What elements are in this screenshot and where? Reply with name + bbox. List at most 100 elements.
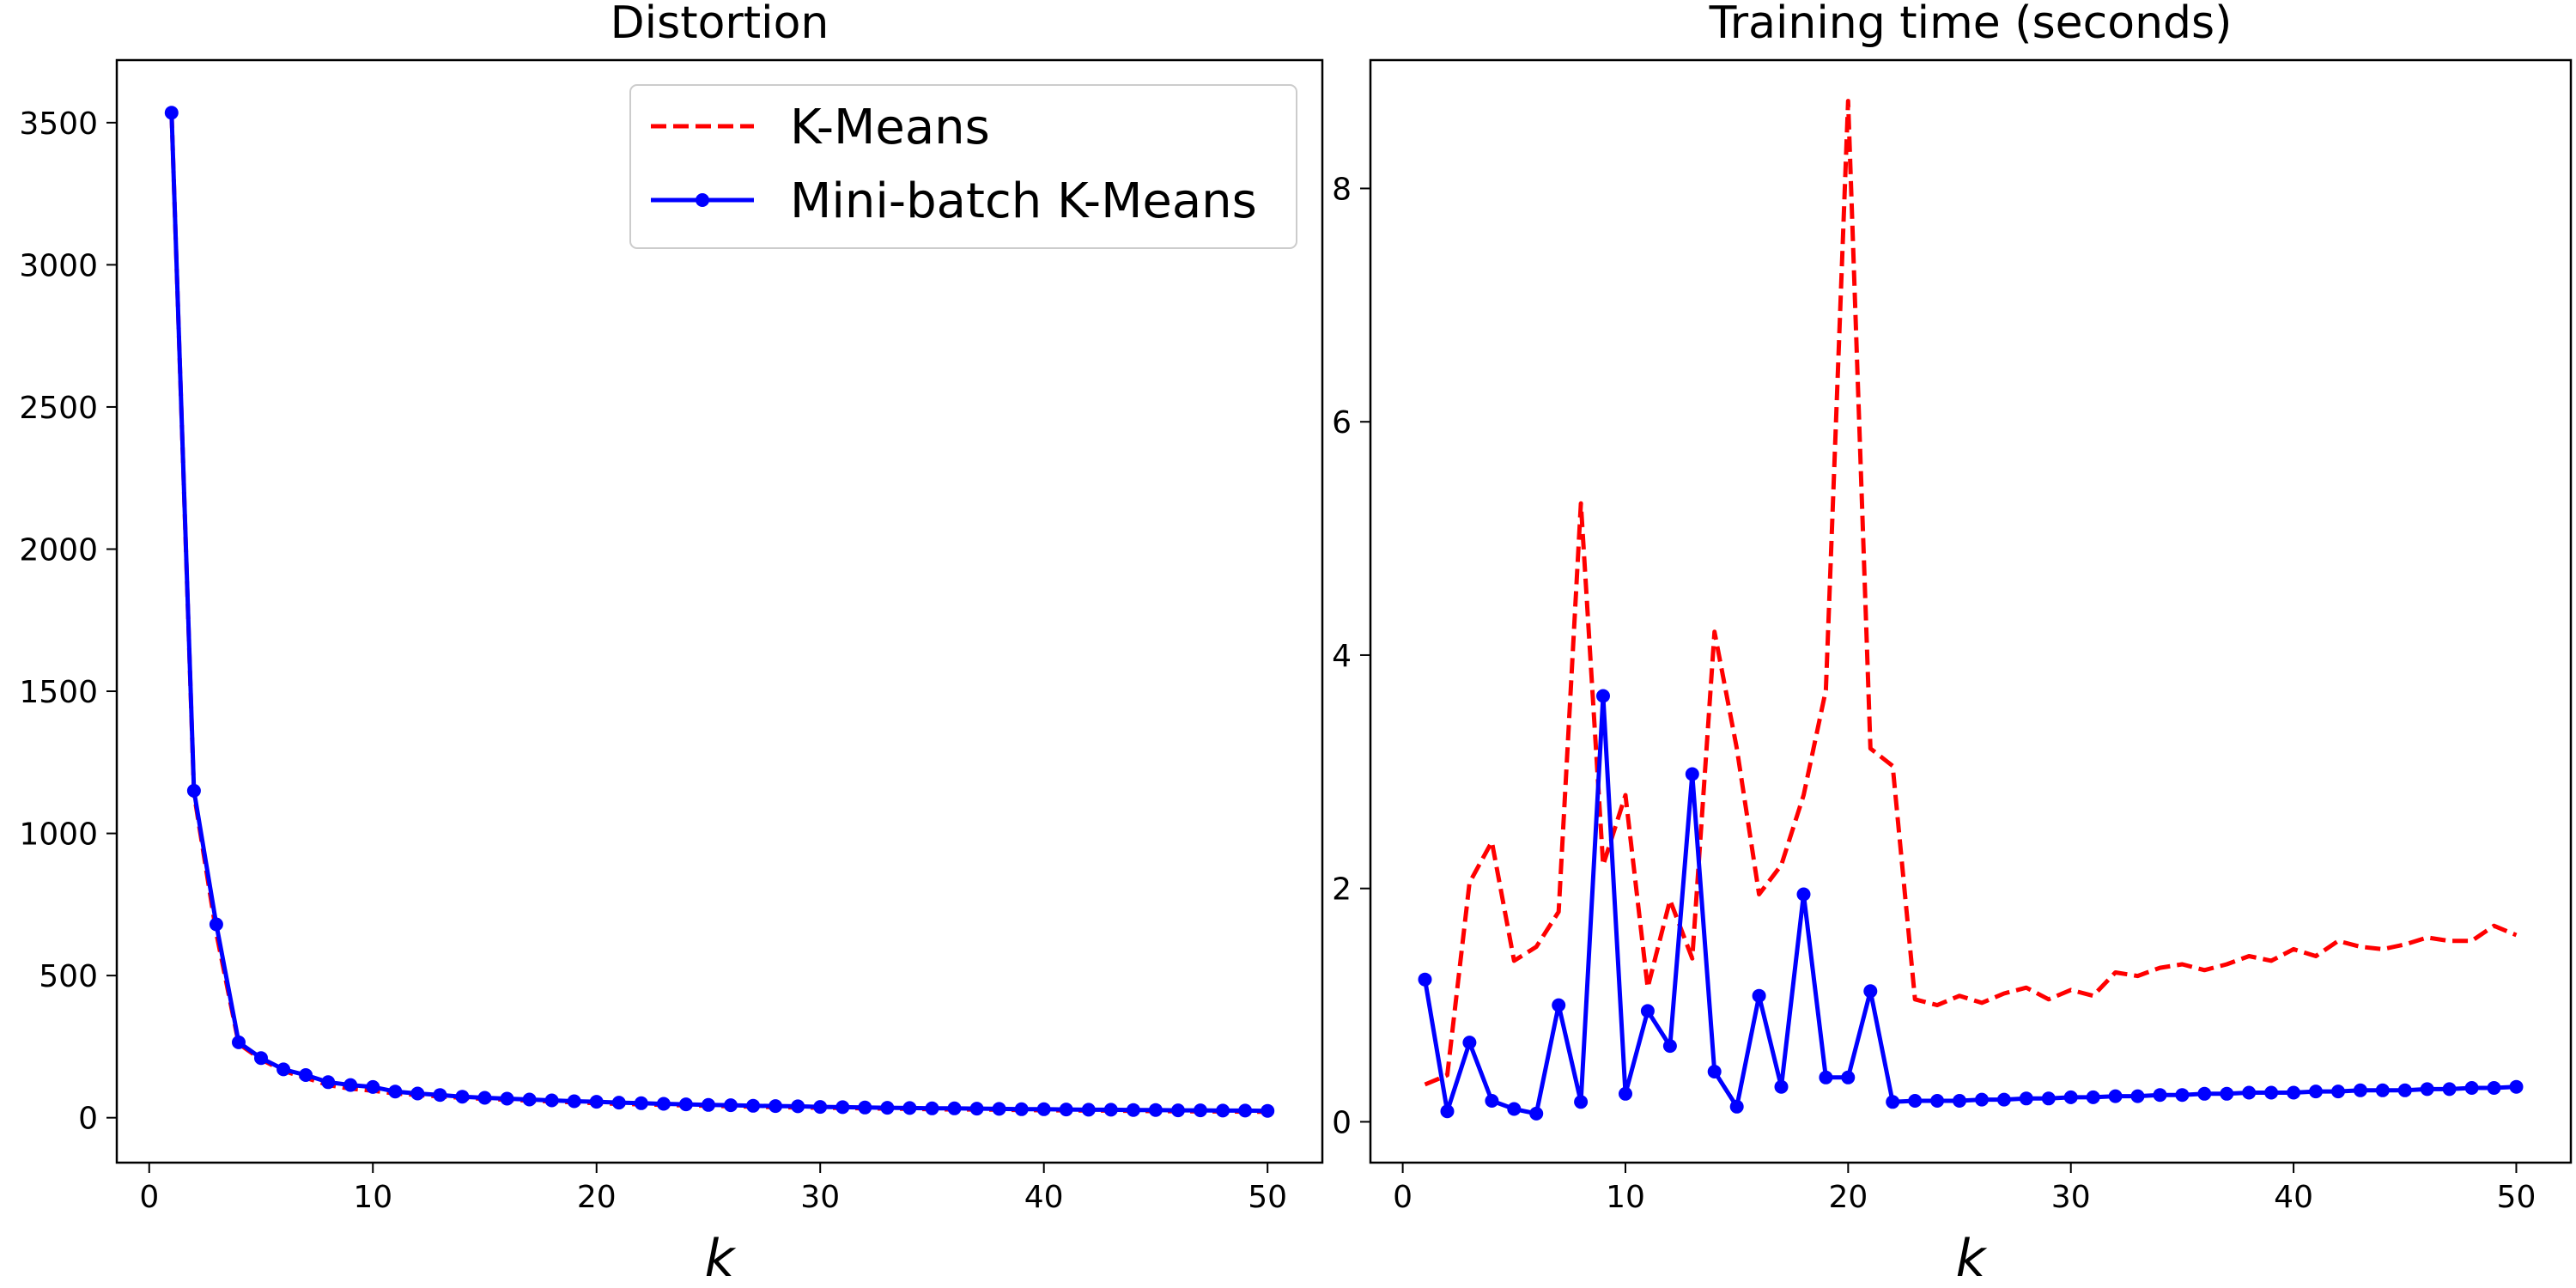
x-tick-label: 20 [577, 1180, 617, 1215]
data-point [2287, 1085, 2301, 1100]
data-point [880, 1101, 895, 1115]
y-tick-label: 3000 [19, 248, 98, 283]
data-point [1930, 1094, 1945, 1108]
chart-title: Distortion [611, 0, 829, 49]
data-point [1574, 1095, 1589, 1109]
data-point [1036, 1102, 1051, 1116]
data-point [969, 1102, 984, 1116]
data-point [1796, 887, 1811, 902]
data-point [544, 1093, 559, 1108]
data-point [388, 1084, 403, 1099]
data-point [1194, 1103, 1207, 1118]
data-point [1953, 1094, 1966, 1108]
data-point [2464, 1081, 2479, 1095]
data-point [1418, 972, 1432, 987]
data-point [1863, 984, 1878, 999]
data-point [589, 1095, 604, 1109]
chart-panel-1: 0 10 20 30 40 500500100015002000250030003500D… [19, 0, 1324, 1288]
data-point [2175, 1088, 2190, 1103]
y-tick-label: 0 [1332, 1105, 1352, 1140]
data-point [1529, 1106, 1544, 1121]
data-point [769, 1099, 783, 1114]
chart-panel-2: 0 10 20 30 40 50 0 2 4 6 8 Training time (seconds) k [1332, 0, 2573, 1288]
data-point [1126, 1103, 1140, 1117]
data-point [2375, 1083, 2390, 1097]
data-point [992, 1102, 1006, 1116]
data-point [678, 1097, 693, 1112]
x-axis-label: k [1956, 1229, 1988, 1288]
x-axis-label: k [705, 1229, 737, 1288]
x-tick-label: 20 [1828, 1180, 1868, 1215]
data-point [902, 1101, 917, 1115]
y-tick-label: 2 [1332, 872, 1352, 908]
data-point [1485, 1094, 1499, 1108]
axes-frame [115, 58, 1324, 1164]
data-point [746, 1098, 761, 1113]
data-point [2041, 1091, 2056, 1106]
y-tick-label: 2500 [19, 391, 98, 426]
data-point [1238, 1103, 1253, 1118]
data-point [477, 1091, 492, 1105]
data-point [2509, 1079, 2524, 1094]
data-point [656, 1097, 671, 1111]
y-tick-label: 3500 [19, 106, 98, 142]
series-line-kmeans [1424, 99, 2518, 1087]
legend-box [629, 84, 1297, 249]
data-point [1908, 1094, 1923, 1108]
data-point [186, 783, 201, 798]
legend-label: K-Means [790, 100, 990, 155]
data-point [1996, 1092, 2011, 1107]
data-point [567, 1094, 581, 1109]
data-point [1261, 1103, 1275, 1118]
data-point [724, 1098, 738, 1113]
data-point [2108, 1089, 2123, 1103]
data-point [164, 106, 179, 120]
data-point [209, 917, 223, 932]
data-point [1886, 1095, 1900, 1109]
chart-title: Training time (seconds) [1709, 0, 2233, 49]
legend-label: Mini-batch K-Means [790, 173, 1257, 229]
data-point [2130, 1089, 2145, 1103]
data-point [232, 1035, 246, 1049]
data-point [925, 1101, 939, 1115]
data-point [1440, 1104, 1455, 1119]
data-point [321, 1075, 336, 1090]
x-tick-label: 50 [1248, 1180, 1287, 1215]
data-point [1552, 998, 1566, 1012]
data-point [2397, 1083, 2412, 1097]
data-point [254, 1051, 268, 1066]
data-point [299, 1068, 313, 1082]
y-tick-label: 500 [39, 959, 98, 994]
x-tick-label: 0 [1393, 1180, 1413, 1215]
axes-frame [1369, 58, 2573, 1164]
y-tick-label: 1500 [19, 675, 98, 710]
y-tick-label: 6 [1332, 405, 1352, 440]
data-point [947, 1101, 962, 1115]
data-point [343, 1078, 358, 1092]
data-point [1103, 1103, 1118, 1117]
x-tick-label: 10 [353, 1180, 392, 1215]
data-point [1081, 1103, 1096, 1117]
data-point [2487, 1081, 2501, 1095]
y-tick-label: 2000 [19, 532, 98, 568]
data-point [1975, 1092, 1989, 1107]
data-point [410, 1086, 425, 1101]
data-point [1596, 689, 1610, 703]
y-tick-label: 1000 [19, 817, 98, 853]
data-point [1640, 1004, 1655, 1018]
data-point [634, 1096, 648, 1110]
data-point [2309, 1084, 2323, 1099]
data-point [1752, 988, 1766, 1003]
data-point [1619, 1086, 1632, 1101]
legend-marker [696, 193, 709, 207]
x-tick-label: 30 [2051, 1180, 2091, 1215]
data-point [2197, 1086, 2212, 1101]
data-point [1662, 1039, 1677, 1054]
data-point [813, 1100, 828, 1115]
data-point [1216, 1103, 1230, 1118]
x-tick-label: 40 [1024, 1180, 1064, 1215]
data-point [433, 1088, 447, 1103]
data-point [366, 1079, 380, 1094]
data-point [522, 1092, 537, 1107]
